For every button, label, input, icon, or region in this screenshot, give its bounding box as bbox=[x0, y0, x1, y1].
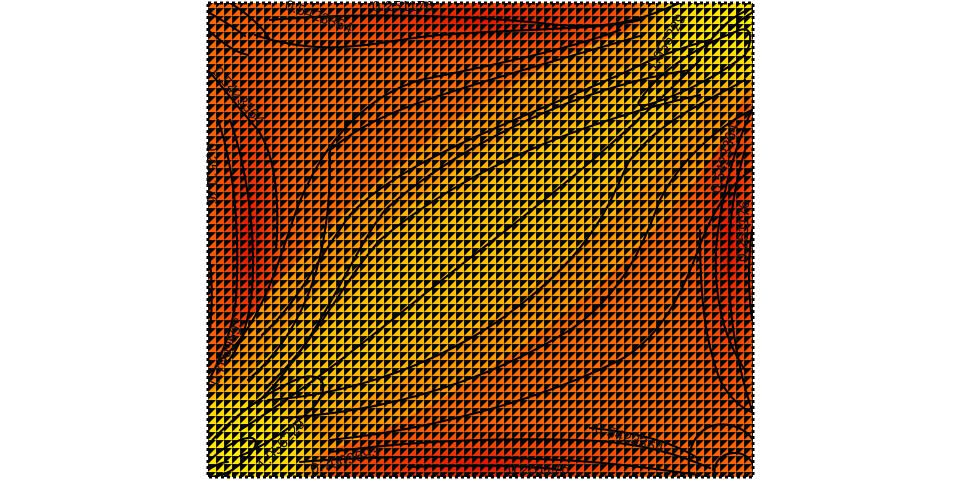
heatmap-fill bbox=[208, 3, 753, 477]
contour-line bbox=[280, 108, 753, 420]
contour-line bbox=[588, 426, 702, 462]
contour-line bbox=[698, 228, 753, 414]
contour-line bbox=[727, 148, 753, 412]
contour-label: 0.251176 bbox=[372, 0, 433, 15]
contour-line bbox=[208, 118, 239, 380]
contour-line bbox=[637, 28, 752, 107]
contour-line bbox=[703, 6, 753, 52]
contour-line bbox=[228, 3, 272, 42]
contour-line bbox=[260, 68, 692, 400]
contour-line bbox=[208, 10, 247, 38]
contour-line bbox=[298, 455, 702, 477]
contour-line bbox=[747, 228, 753, 322]
contour-line bbox=[208, 248, 213, 332]
contour-line bbox=[218, 28, 622, 362]
contour-line bbox=[406, 464, 562, 472]
contour-label: 0.251176 bbox=[508, 461, 569, 478]
contour-line bbox=[714, 108, 753, 372]
contour-line bbox=[263, 93, 702, 390]
panel-border bbox=[206, 1, 755, 479]
contour-line bbox=[268, 3, 682, 27]
contour-line bbox=[253, 18, 642, 49]
contour-line bbox=[266, 78, 747, 402]
contour-line bbox=[208, 460, 230, 472]
contour-lines bbox=[208, 3, 753, 477]
contour-line bbox=[208, 28, 250, 57]
contour-line bbox=[260, 38, 712, 337]
contour-line bbox=[246, 34, 642, 382]
contour-line bbox=[208, 68, 279, 252]
contour-line bbox=[223, 118, 255, 367]
contour-line bbox=[208, 375, 325, 458]
contour-line bbox=[328, 168, 753, 442]
contour-line bbox=[238, 58, 702, 432]
contour-line bbox=[328, 438, 712, 470]
contour-label: 0.251176 bbox=[203, 143, 220, 204]
contour-label: 0.251176 bbox=[734, 200, 753, 262]
contour-line bbox=[687, 423, 753, 477]
